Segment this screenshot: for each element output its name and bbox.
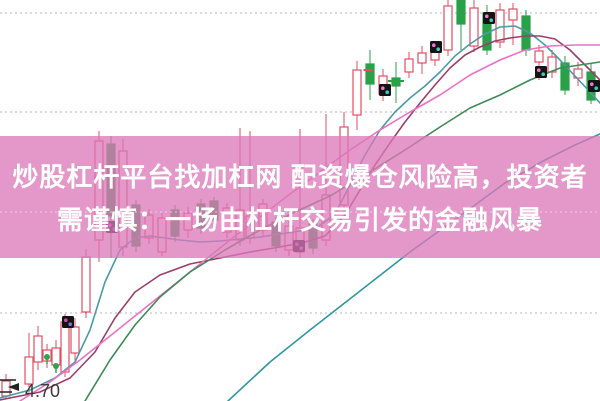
signal-marker-dot [381, 86, 385, 90]
headline-banner [0, 136, 600, 258]
signal-marker-dot [485, 14, 489, 18]
candle-body [365, 63, 375, 85]
headline-line-2: 需谨慎：一场由杠杆交易引发的金融风暴 [56, 205, 543, 235]
signal-marker-dot [594, 86, 598, 90]
signal-marker-dot [68, 322, 72, 327]
signal-marker-dot [385, 90, 390, 94]
sprout-dot [44, 354, 50, 360]
signal-marker-dot [541, 72, 545, 76]
candle-body [443, 5, 453, 51]
low-price-label: 4.70 [25, 381, 60, 401]
headline-text: 炒股杠杆平台找加杠网 配资爆仓风险高，投资者 需谨慎：一场由杠杆交易引发的金融风… [0, 136, 600, 258]
candle-body [70, 326, 80, 354]
low-arrow-icon [8, 383, 19, 391]
signal-marker-dot [436, 47, 441, 51]
signal-marker-dot [590, 82, 594, 86]
candle-body [33, 335, 43, 363]
candle-body [469, 7, 479, 47]
signal-marker-dot [537, 68, 541, 72]
candle-body [560, 62, 570, 91]
signal-marker-dot [64, 318, 68, 323]
candle-body [508, 8, 518, 21]
signal-marker-dot [432, 43, 436, 47]
candle-body [573, 68, 583, 79]
headline-line-1: 炒股杠杆平台找加杠网 配资爆仓风险高，投资者 [12, 162, 588, 192]
candle-body [417, 52, 427, 64]
candle-body [456, 0, 466, 25]
candle-body [404, 58, 414, 73]
candle-body [534, 50, 544, 63]
sprout-dot [53, 363, 59, 369]
candle-body [24, 356, 34, 385]
signal-marker-dot [489, 18, 494, 23]
candle-body [352, 69, 362, 116]
